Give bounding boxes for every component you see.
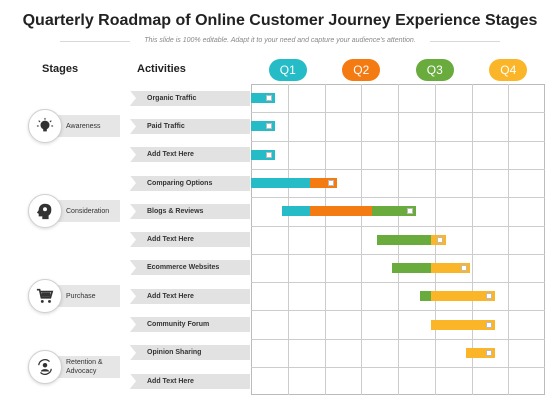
- activity-text: Comparing Options: [147, 179, 213, 187]
- stage-label: Purchase: [44, 285, 120, 308]
- quarter-pill-q3: Q3: [415, 59, 454, 81]
- stage-label: Awareness: [44, 115, 120, 138]
- page-title: Quarterly Roadmap of Online Customer Jou…: [22, 12, 538, 29]
- gantt-bar-segment: [392, 262, 432, 273]
- divider-left: [60, 41, 130, 42]
- head-gears-icon: [28, 194, 62, 229]
- grid-hline: [251, 112, 545, 114]
- activity-text: Add Text Here: [147, 377, 194, 385]
- page-subtitle: This slide is 100% editable. Adapt it to…: [144, 37, 416, 44]
- milestone-marker: [486, 349, 493, 356]
- activities-header: Activities: [137, 63, 186, 75]
- gantt-bar-segment: [309, 178, 337, 189]
- activity-text: Add Text Here: [147, 292, 194, 300]
- activity-notch: [130, 345, 136, 361]
- activity-label: Opinion Sharing: [130, 345, 250, 361]
- shopping-cart-icon: [28, 279, 62, 314]
- activity-label: Community Forum: [130, 317, 250, 333]
- activity-notch: [130, 288, 136, 304]
- activity-label: Add Text Here: [130, 288, 250, 304]
- milestone-marker: [486, 293, 493, 300]
- grid-hline: [251, 367, 545, 368]
- gantt-bar-segment: [420, 291, 432, 302]
- grid-vline: [324, 84, 326, 395]
- activity-label: Comparing Options: [130, 175, 250, 191]
- activity-text: Blogs & Reviews: [147, 207, 204, 215]
- grid-vline: [361, 84, 363, 395]
- activity-label: Ecommerce Websites: [130, 260, 250, 276]
- gantt-bar-segment: [372, 206, 417, 217]
- activity-notch: [130, 260, 136, 276]
- activity-text: Opinion Sharing: [147, 349, 202, 357]
- gantt-bar-segment: [251, 178, 310, 189]
- grid-hline: [251, 338, 545, 340]
- quarter-pill-q4: Q4: [489, 59, 528, 81]
- gantt-bar-segment: [377, 234, 432, 245]
- activity-notch: [130, 203, 136, 219]
- gantt-bar-segment: [281, 206, 310, 217]
- activity-notch: [130, 147, 136, 163]
- milestone-marker: [266, 123, 273, 130]
- activity-notch: [130, 317, 136, 333]
- grid-hline: [251, 197, 545, 199]
- milestone-marker: [266, 95, 273, 102]
- activity-notch: [130, 232, 136, 248]
- divider-right: [430, 41, 500, 42]
- activity-label: Add Text Here: [130, 147, 250, 163]
- activity-label: Blogs & Reviews: [130, 203, 250, 219]
- grid-hline: [251, 168, 545, 170]
- milestone-marker: [327, 180, 334, 187]
- milestone-marker: [486, 321, 493, 328]
- activity-text: Add Text Here: [147, 151, 194, 159]
- quarter-pill-q2: Q2: [342, 59, 381, 81]
- milestone-marker: [436, 236, 443, 243]
- stage-label: Consideration: [44, 200, 120, 223]
- gantt-bar-segment: [431, 291, 495, 302]
- gantt-bar-segment: [431, 319, 495, 330]
- milestone-marker: [461, 264, 468, 271]
- activity-label: Add Text Here: [130, 373, 250, 389]
- gantt-bar-segment: [431, 262, 471, 273]
- grid-vline: [471, 84, 473, 395]
- activity-label: Paid Traffic: [130, 118, 250, 134]
- activity-text: Paid Traffic: [147, 122, 185, 130]
- activity-label: Organic Traffic: [130, 90, 250, 106]
- milestone-marker: [266, 151, 273, 158]
- grid-hline: [251, 310, 545, 312]
- milestone-marker: [407, 208, 414, 215]
- quarter-pill-q1: Q1: [268, 59, 307, 81]
- gantt-bar-segment: [251, 149, 276, 160]
- grid-vline: [508, 84, 510, 395]
- activity-label: Add Text Here: [130, 232, 250, 248]
- activity-text: Organic Traffic: [147, 94, 197, 102]
- activity-notch: [130, 175, 136, 191]
- gantt-bar-segment: [309, 206, 373, 217]
- activity-text: Ecommerce Websites: [147, 264, 220, 272]
- stages-header: Stages: [42, 63, 79, 75]
- user-cycle-icon: [28, 350, 62, 384]
- stage-label: Retention & Advocacy: [44, 356, 120, 378]
- activity-notch: [130, 118, 136, 134]
- activity-text: Community Forum: [147, 321, 210, 329]
- head-lightbulb-icon: [28, 109, 62, 144]
- gantt-bar-segment: [465, 347, 495, 358]
- activity-notch: [130, 373, 136, 389]
- gantt-bar-segment: [251, 121, 276, 132]
- grid-hline: [251, 140, 545, 142]
- gantt-bar-segment: [251, 93, 276, 104]
- activity-text: Add Text Here: [147, 236, 194, 244]
- grid-hline: [251, 282, 545, 284]
- grid-hline: [251, 253, 545, 255]
- activity-notch: [130, 90, 136, 106]
- grid-vline: [287, 84, 289, 395]
- grid-hline: [251, 225, 545, 227]
